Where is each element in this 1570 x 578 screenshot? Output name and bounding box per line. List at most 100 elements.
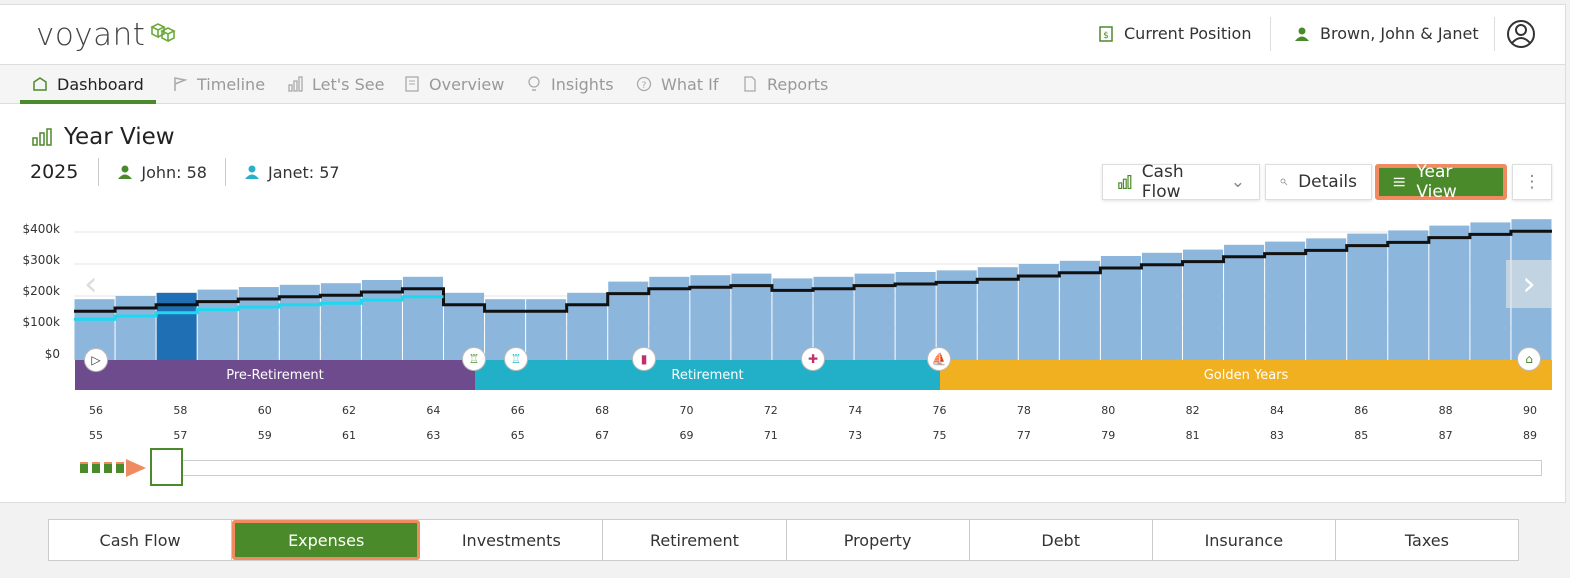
category-property[interactable]: Property — [787, 520, 970, 560]
chevron-down-icon: ⌄ — [1230, 172, 1245, 192]
category-expenses[interactable]: Expenses — [232, 520, 421, 560]
age-label-janet: 75 — [932, 429, 947, 442]
more-icon: ⋮ — [1523, 172, 1541, 192]
cube-logo-icon — [150, 23, 176, 43]
age-label-janet: 67 — [595, 429, 610, 442]
person-label: Janet: 57 — [267, 162, 340, 182]
age-label-janet: 79 — [1101, 429, 1116, 442]
cash-flow-dropdown[interactable]: Cash Flow ⌄ — [1102, 162, 1260, 202]
title-text: Year View — [64, 124, 175, 150]
bandage-icon[interactable]: ✚ — [801, 347, 825, 371]
tab-reports[interactable]: Reports — [730, 65, 840, 103]
scrubber-handle[interactable] — [150, 448, 183, 486]
timeline-scrubber[interactable] — [180, 460, 1542, 476]
home-icon — [33, 77, 47, 91]
current-position-button[interactable]: $ Current Position — [1098, 24, 1251, 43]
tab-overview[interactable]: Overview — [392, 65, 516, 103]
user-account-icon[interactable] — [1506, 19, 1536, 49]
chart-bar[interactable] — [1470, 222, 1511, 360]
age-label-john: 64 — [426, 404, 441, 417]
category-cash-flow[interactable]: Cash Flow — [49, 520, 233, 560]
client-name: Brown, John & Janet — [1320, 24, 1479, 43]
spending-line — [74, 295, 444, 321]
chart-bar[interactable] — [156, 292, 197, 360]
chart-bar[interactable] — [1141, 252, 1182, 360]
pdf-icon — [744, 76, 756, 92]
y-axis-label: $0 — [44, 347, 60, 361]
current-year: 2025 — [30, 158, 100, 186]
chart-bar[interactable] — [1059, 260, 1100, 360]
chart-bar[interactable] — [690, 275, 731, 360]
details-button[interactable]: Details — [1265, 164, 1372, 200]
tab-label: Insights — [551, 74, 614, 94]
y-axis-label: $100k — [22, 315, 61, 329]
chart-bar[interactable] — [115, 296, 156, 360]
client-selector[interactable]: Brown, John & Janet — [1294, 24, 1479, 43]
chart-bar[interactable] — [1265, 241, 1306, 360]
rocking-chair-icon[interactable]: ♖ — [462, 347, 486, 371]
tab-insights[interactable]: Insights — [514, 65, 626, 103]
chevron-right-icon[interactable]: › — [1506, 260, 1552, 308]
chart-bar[interactable] — [895, 272, 936, 360]
question-icon: ? — [636, 76, 652, 92]
category-investments[interactable]: Investments — [420, 520, 604, 560]
phase-pre-retirement[interactable]: Pre-Retirement — [75, 360, 475, 390]
chart-bar[interactable] — [526, 299, 567, 360]
brand-logo[interactable]: voyant — [36, 17, 146, 53]
tab-dashboard[interactable]: Dashboard — [20, 65, 156, 104]
bar-chart-icon — [288, 76, 303, 92]
main-nav: Dashboard Timeline Let's See Overview In… — [0, 64, 1566, 104]
cash-flow-chart[interactable] — [74, 204, 1552, 364]
tab-what-if[interactable]: ? What If — [624, 65, 730, 103]
chart-bar[interactable] — [1018, 264, 1059, 360]
category-taxes[interactable]: Taxes — [1404, 530, 1449, 550]
chart-bar[interactable] — [977, 267, 1018, 360]
age-label-janet: 57 — [173, 429, 188, 442]
tab-lets-see[interactable]: Let's See — [275, 65, 396, 103]
chart-bar[interactable] — [1306, 238, 1347, 360]
category-debt[interactable]: Debt — [970, 520, 1153, 560]
gravestone-icon[interactable]: ⌂ — [1517, 347, 1541, 371]
category-retirement[interactable]: Retirement — [603, 520, 787, 560]
current-position-label: Current Position — [1124, 24, 1252, 43]
age-label-janet: 89 — [1523, 429, 1537, 442]
chevron-left-icon[interactable]: ‹ — [84, 264, 98, 304]
chart-bar[interactable] — [1388, 230, 1429, 360]
year-view-button[interactable]: Year View — [1375, 162, 1507, 202]
category-insurance[interactable]: Insurance — [1153, 520, 1336, 560]
chart-bar[interactable] — [1429, 225, 1470, 360]
age-label-john: 58 — [173, 404, 188, 417]
main-panel: Year View 2025 John: 58 Janet: 57 Cash F… — [0, 104, 1566, 502]
chart-bar[interactable] — [1183, 249, 1224, 360]
year-summary: 2025 John: 58 Janet: 57 — [30, 158, 358, 186]
age-label-janet: 73 — [848, 429, 863, 442]
chart-bar[interactable] — [1347, 233, 1388, 360]
play-icon[interactable]: ▷ — [84, 348, 108, 372]
chart-bar[interactable] — [402, 276, 443, 360]
list-icon — [1393, 177, 1405, 187]
chart-bar[interactable] — [731, 273, 772, 360]
sailboat-icon[interactable]: ⛵ — [927, 347, 951, 371]
age-label-john: 56 — [89, 404, 103, 417]
income-line — [74, 229, 1552, 313]
book-icon[interactable]: ▮ — [632, 347, 656, 371]
y-axis-label: $200k — [22, 284, 61, 298]
chart-bar[interactable] — [1100, 256, 1141, 360]
chart-bar[interactable] — [936, 270, 977, 360]
svg-text:$: $ — [1103, 31, 1109, 41]
chart-bar[interactable] — [772, 278, 813, 360]
chart-bar[interactable] — [649, 276, 690, 360]
age-label-john: 60 — [257, 404, 272, 417]
age-label-john: 74 — [848, 404, 863, 417]
rocking-chair-icon[interactable]: ♖ — [504, 347, 528, 371]
chart-bar[interactable] — [1224, 244, 1265, 360]
age-label-john: 86 — [1354, 404, 1369, 417]
chart-bar[interactable] — [854, 273, 895, 360]
chart-bar[interactable] — [567, 292, 608, 360]
age-label-janet: 81 — [1185, 429, 1200, 442]
chart-bar[interactable] — [813, 276, 854, 360]
phase-golden-years[interactable]: Golden Years — [940, 360, 1552, 390]
phase-retirement[interactable]: Retirement — [475, 360, 940, 390]
more-options-button[interactable]: ⋮ — [1512, 164, 1552, 200]
tab-timeline[interactable]: Timeline — [160, 65, 277, 103]
